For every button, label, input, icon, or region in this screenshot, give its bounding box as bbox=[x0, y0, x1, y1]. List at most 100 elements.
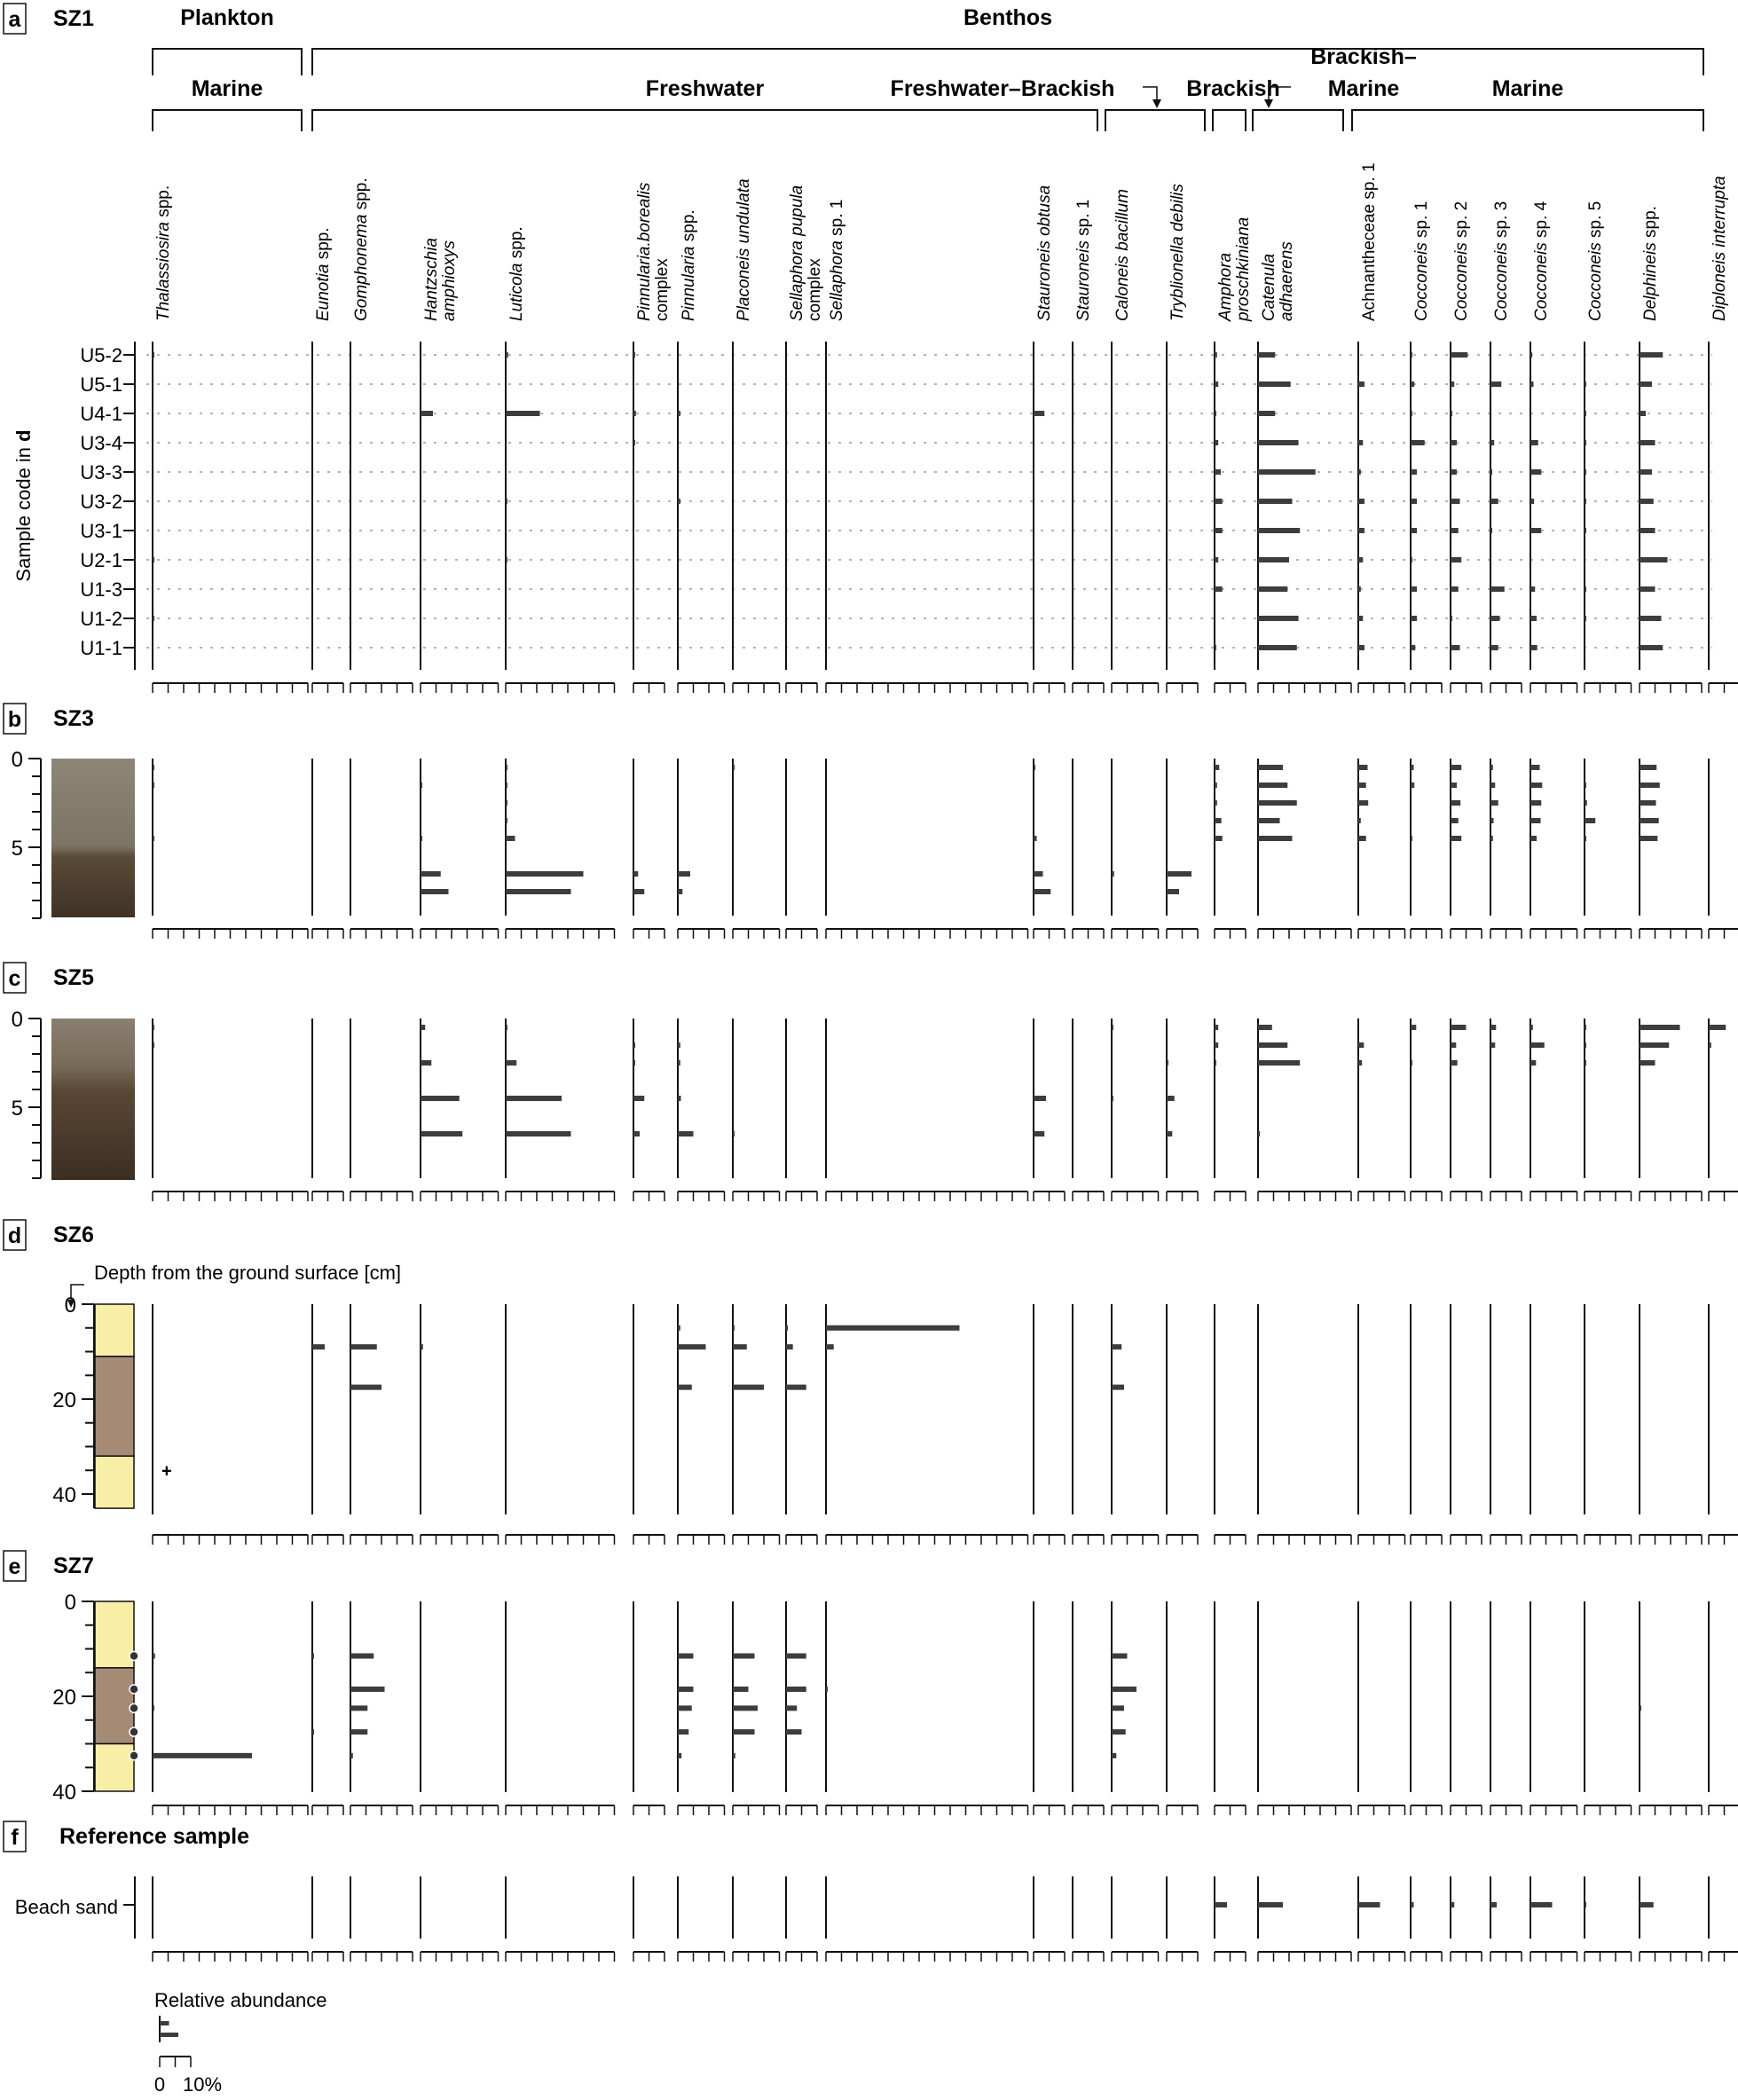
abundance-bar bbox=[1358, 1060, 1363, 1066]
abundance-bar bbox=[506, 765, 507, 770]
lithology-soil bbox=[94, 1667, 135, 1745]
abundance-bar bbox=[1034, 411, 1045, 416]
taxon-label: Luticola spp. bbox=[507, 226, 526, 321]
abundance-bar bbox=[421, 1096, 460, 1101]
abundance-bar bbox=[1258, 645, 1297, 650]
abundance-bar bbox=[733, 1653, 755, 1659]
abundance-bar bbox=[1640, 818, 1659, 823]
abundance-bar bbox=[678, 1686, 694, 1692]
abundance-bar bbox=[1490, 765, 1493, 770]
taxon-label: Amphora proschkiniana bbox=[1216, 217, 1253, 322]
abundance-bar bbox=[1490, 800, 1498, 806]
abundance-bar bbox=[633, 411, 636, 416]
sample-point-marker bbox=[129, 1650, 139, 1662]
abundance-bar bbox=[1215, 1042, 1219, 1048]
abundance-bar bbox=[786, 1729, 802, 1735]
abundance-bar bbox=[1530, 1025, 1533, 1030]
abundance-bar bbox=[1530, 469, 1542, 475]
abundance-bar bbox=[1411, 381, 1415, 387]
abundance-bar bbox=[1167, 1096, 1175, 1101]
abundance-bar bbox=[506, 499, 507, 504]
abundance-bar bbox=[633, 1096, 645, 1101]
abundance-bar bbox=[1640, 586, 1655, 592]
abundance-bar bbox=[1640, 836, 1658, 841]
depth-tick-label: 5 bbox=[12, 1097, 23, 1121]
abundance-bar bbox=[1034, 836, 1037, 841]
bracket-level2 bbox=[1351, 109, 1704, 131]
abundance-bar bbox=[1530, 352, 1532, 358]
abundance-bar bbox=[1490, 499, 1498, 504]
depth-title-arrow bbox=[70, 1284, 84, 1304]
abundance-bar bbox=[1411, 528, 1417, 533]
taxon-label: Cocconeis sp. 3 bbox=[1492, 201, 1511, 321]
abundance-bar bbox=[1411, 1025, 1417, 1030]
abundance-bar bbox=[1258, 1025, 1272, 1030]
abundance-bar bbox=[1530, 836, 1537, 841]
abundance-bar bbox=[1112, 1384, 1124, 1390]
abundance-bar bbox=[1451, 1902, 1455, 1907]
taxon-label: Cocconeis sp. 1 bbox=[1412, 201, 1431, 321]
taxon-name: Placoneis undulata bbox=[735, 178, 753, 321]
abundance-bar bbox=[1215, 765, 1220, 770]
arrow-head-icon bbox=[1152, 99, 1161, 108]
abundance-bar bbox=[1640, 765, 1657, 770]
taxon-name: Cocconeis sp. 5 bbox=[1586, 201, 1605, 321]
abundance-bar bbox=[1358, 440, 1364, 445]
panel-letter-box bbox=[3, 962, 27, 994]
abundance-bar bbox=[421, 411, 433, 416]
abundance-bar bbox=[1490, 836, 1493, 841]
abundance-bar bbox=[1451, 411, 1452, 416]
abundance-bar bbox=[1640, 381, 1652, 387]
abundance-bar bbox=[1258, 818, 1280, 823]
abundance-bar bbox=[678, 889, 683, 894]
abundance-bar bbox=[1490, 1025, 1497, 1030]
abundance-bar bbox=[1215, 1025, 1219, 1030]
abundance-bar bbox=[1585, 836, 1586, 841]
panel-letter-box bbox=[3, 3, 27, 35]
abundance-bar bbox=[1640, 411, 1646, 416]
taxon-name: Cocconeis sp. 3 bbox=[1492, 201, 1511, 321]
abundance-bar bbox=[1034, 1131, 1045, 1137]
abundance-bar bbox=[350, 1705, 368, 1711]
abundance-bar bbox=[1451, 352, 1468, 358]
abundance-bar bbox=[1112, 1752, 1117, 1758]
depth-tick-label: 0 bbox=[12, 748, 23, 772]
abundance-bar bbox=[1530, 440, 1538, 445]
abundance-bar bbox=[1451, 1025, 1467, 1030]
abundance-bar bbox=[1411, 352, 1412, 358]
abundance-bar bbox=[1451, 1060, 1458, 1066]
abundance-bar bbox=[153, 1705, 154, 1711]
abundance-bar bbox=[1411, 499, 1417, 504]
sample-point-marker bbox=[129, 1726, 139, 1737]
abundance-bar bbox=[1530, 1060, 1537, 1066]
panel-letter: d bbox=[8, 1223, 21, 1248]
abundance-bar bbox=[678, 1344, 706, 1350]
abundance-bar bbox=[1640, 616, 1662, 621]
abundance-bar bbox=[1215, 352, 1217, 358]
legend-axis-label: 10% bbox=[183, 2073, 222, 2096]
abundance-bar bbox=[1411, 616, 1417, 621]
group-label: Freshwater bbox=[646, 76, 765, 101]
row-label: U3-2 bbox=[80, 491, 122, 513]
abundance-bar bbox=[1451, 616, 1452, 621]
abundance-bar bbox=[1258, 411, 1276, 416]
panel-letter-box bbox=[3, 1821, 27, 1852]
abundance-bar bbox=[1640, 528, 1655, 533]
abundance-bar bbox=[153, 557, 154, 562]
taxon-label: Eunotia spp. bbox=[314, 227, 333, 321]
abundance-bar bbox=[1167, 1060, 1168, 1066]
abundance-bar bbox=[350, 1653, 374, 1659]
taxon-name: Stauroneis sp. 1 bbox=[1074, 200, 1093, 321]
bracket-level1 bbox=[152, 48, 303, 75]
abundance-bar bbox=[421, 836, 422, 841]
abundance-bar bbox=[1167, 1131, 1173, 1137]
abundance-bar bbox=[350, 1344, 377, 1350]
abundance-bar bbox=[1640, 352, 1663, 358]
abundance-bar bbox=[633, 871, 639, 877]
abundance-bar bbox=[1034, 1096, 1046, 1101]
taxon-name: Achnantheceae sp. 1 bbox=[1360, 162, 1379, 321]
abundance-bar bbox=[1258, 586, 1288, 592]
arrow-head-icon bbox=[1264, 99, 1273, 108]
depth-tick-label: 0 bbox=[65, 1591, 76, 1615]
